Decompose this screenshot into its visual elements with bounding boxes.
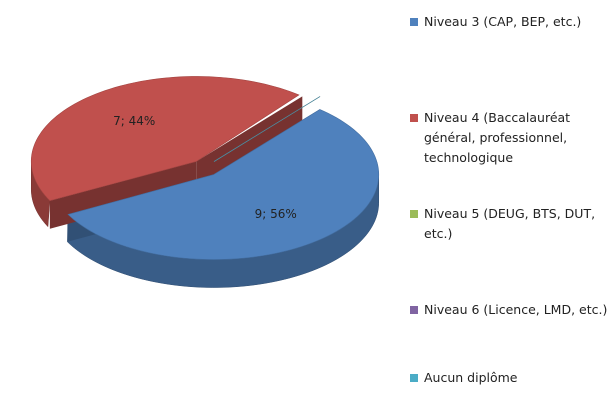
legend-item: Aucun diplôme: [410, 368, 610, 388]
legend-swatch: [410, 18, 418, 26]
slice-cut: [196, 96, 303, 190]
legend-swatch: [410, 306, 418, 314]
legend-label: Niveau 4 (Baccalauréat général, professi…: [424, 110, 571, 165]
legend-swatch: [410, 114, 418, 122]
legend-label: Niveau 6 (Licence, LMD, etc.): [424, 302, 608, 317]
slice: [30, 76, 300, 202]
legend-item: Niveau 6 (Licence, LMD, etc.): [410, 300, 610, 320]
slice: [67, 109, 380, 260]
legend-label: Aucun diplôme: [424, 370, 518, 385]
legend-label: Niveau 3 (CAP, BEP, etc.): [424, 14, 582, 29]
legend-item: Niveau 4 (Baccalauréat général, professi…: [410, 108, 610, 168]
legend-item: Niveau 5 (DEUG, BTS, DUT, etc.): [410, 204, 610, 244]
legend-swatch: [410, 374, 418, 382]
legend-swatch: [410, 210, 418, 218]
legend-item: Niveau 3 (CAP, BEP, etc.): [410, 12, 610, 32]
legend-label: Niveau 5 (DEUG, BTS, DUT, etc.): [424, 206, 596, 241]
data-label: 9; 56%: [255, 207, 297, 221]
data-label: 7; 44%: [113, 114, 155, 128]
